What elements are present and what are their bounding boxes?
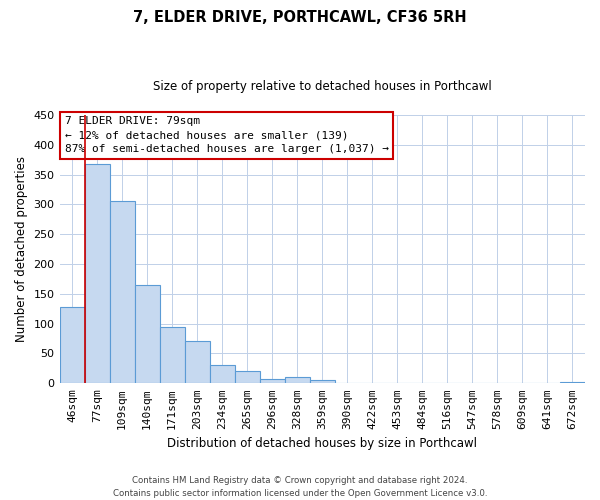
Bar (560, 382, 585, 384)
Title: Size of property relative to detached houses in Porthcawl: Size of property relative to detached ho… (153, 80, 491, 93)
X-axis label: Distribution of detached houses by size in Porthcawl: Distribution of detached houses by size … (167, 437, 477, 450)
Bar (85, 164, 110, 384)
Y-axis label: Number of detached properties: Number of detached properties (15, 156, 28, 342)
Bar (235, 372, 260, 384)
Bar (110, 201, 134, 384)
Bar (209, 366, 235, 384)
Bar (285, 378, 310, 384)
Bar (310, 380, 335, 384)
Text: 7, ELDER DRIVE, PORTHCAWL, CF36 5RH: 7, ELDER DRIVE, PORTHCAWL, CF36 5RH (133, 10, 467, 25)
Text: 7 ELDER DRIVE: 79sqm
← 12% of detached houses are smaller (139)
87% of semi-deta: 7 ELDER DRIVE: 79sqm ← 12% of detached h… (65, 116, 389, 154)
Bar (260, 378, 285, 384)
Bar (59, 307, 85, 384)
Bar (185, 341, 209, 384)
Bar (160, 326, 185, 384)
Text: Contains HM Land Registry data © Crown copyright and database right 2024.
Contai: Contains HM Land Registry data © Crown c… (113, 476, 487, 498)
Bar (134, 285, 160, 384)
